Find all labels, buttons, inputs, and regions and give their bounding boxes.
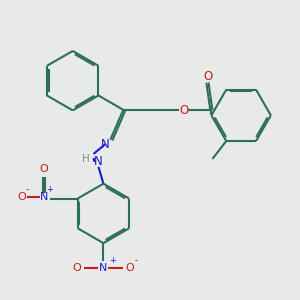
Text: -: - xyxy=(134,256,138,266)
Text: O: O xyxy=(40,164,48,174)
Text: +: + xyxy=(109,256,116,266)
Text: O: O xyxy=(204,70,213,83)
Text: O: O xyxy=(179,104,188,117)
Text: O: O xyxy=(126,263,134,273)
Text: O: O xyxy=(18,192,27,202)
Text: -: - xyxy=(26,185,29,194)
Text: N: N xyxy=(101,138,110,151)
Text: N: N xyxy=(94,155,103,168)
Text: N: N xyxy=(40,192,48,202)
Text: O: O xyxy=(72,263,81,273)
Text: N: N xyxy=(99,263,108,273)
Text: +: + xyxy=(46,185,53,194)
Text: H: H xyxy=(82,154,90,164)
